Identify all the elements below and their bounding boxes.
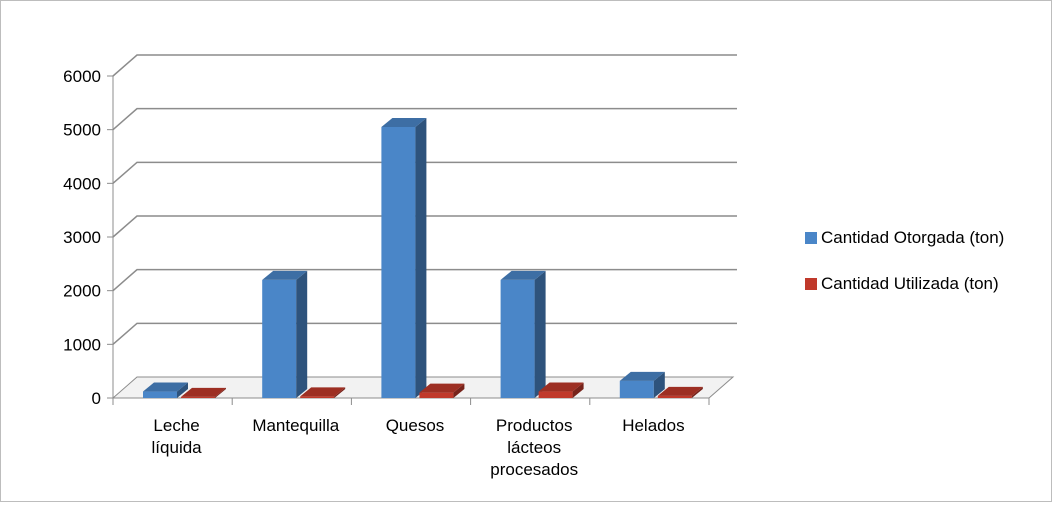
x-category-label: procesados xyxy=(490,460,578,479)
bar-top xyxy=(538,382,584,392)
legend-swatch xyxy=(805,232,817,244)
bar xyxy=(143,382,188,398)
legend: Cantidad Otorgada (ton) Cantidad Utilizad… xyxy=(805,228,1004,293)
bar-side xyxy=(296,270,308,398)
x-category-label: líquida xyxy=(152,438,203,457)
y-axis: 0 1000 2000 3000 4000 5000 6000 xyxy=(63,67,114,408)
bar-front xyxy=(143,391,177,398)
bar-front xyxy=(181,396,215,398)
bar xyxy=(538,382,584,398)
bar-top xyxy=(181,387,226,397)
bar xyxy=(619,371,665,398)
bar xyxy=(381,117,427,398)
y-tick-label: 3000 xyxy=(63,228,101,247)
bar-side xyxy=(572,382,584,398)
y-tick-label: 5000 xyxy=(63,121,101,140)
bar-side xyxy=(453,383,465,398)
bar-side xyxy=(215,387,226,398)
bar xyxy=(300,387,346,398)
bar-front xyxy=(381,126,416,398)
bar-side xyxy=(691,386,703,398)
bar-top xyxy=(500,270,546,280)
x-category-label: Helados xyxy=(622,416,684,435)
x-category-label: Leche xyxy=(153,416,199,435)
legend-swatch xyxy=(805,278,817,290)
bar xyxy=(262,270,308,398)
bars xyxy=(143,117,703,398)
legend-label: Cantidad Otorgada (ton) xyxy=(821,228,1004,247)
bar xyxy=(500,270,546,398)
gridline xyxy=(112,54,737,77)
y-tick-label: 6000 xyxy=(63,67,101,86)
bar xyxy=(657,386,703,398)
bar-front xyxy=(300,396,335,398)
gridline xyxy=(112,268,737,292)
bar xyxy=(419,383,465,398)
x-category-label: lácteos xyxy=(507,438,561,457)
x-category-label: Productos xyxy=(496,416,573,435)
x-category-label: Mantequilla xyxy=(252,416,339,435)
bar-front xyxy=(619,380,654,398)
bar-top xyxy=(657,386,703,396)
bar-top xyxy=(419,383,465,393)
bar-side xyxy=(177,382,188,398)
bar-front xyxy=(262,279,297,398)
x-category-label: Quesos xyxy=(386,416,445,435)
bar-front xyxy=(657,395,692,398)
bar-top xyxy=(300,387,346,397)
bar-side xyxy=(653,371,665,398)
legend-label: Cantidad Utilizada (ton) xyxy=(821,274,999,293)
bar-side xyxy=(334,387,346,398)
y-tick-label: 0 xyxy=(92,389,101,408)
gridline xyxy=(112,215,737,238)
bar-top xyxy=(381,117,427,127)
y-tick-label: 1000 xyxy=(63,335,101,354)
bar-top xyxy=(262,270,308,280)
bar-side xyxy=(534,270,546,398)
bar xyxy=(181,387,226,398)
bar-front xyxy=(538,391,573,398)
gridline xyxy=(112,107,737,131)
gridline xyxy=(112,161,737,184)
bar-top xyxy=(619,371,665,381)
bar-front xyxy=(419,392,454,398)
x-axis: Leche líquida Mantequilla Quesos Productos lá… xyxy=(112,398,710,479)
y-tick-label: 4000 xyxy=(63,174,101,193)
bar-top xyxy=(143,382,188,392)
gridlines xyxy=(112,54,737,345)
bar-side xyxy=(415,117,427,398)
y-tick-label: 2000 xyxy=(63,282,101,301)
bar-front xyxy=(500,279,535,398)
